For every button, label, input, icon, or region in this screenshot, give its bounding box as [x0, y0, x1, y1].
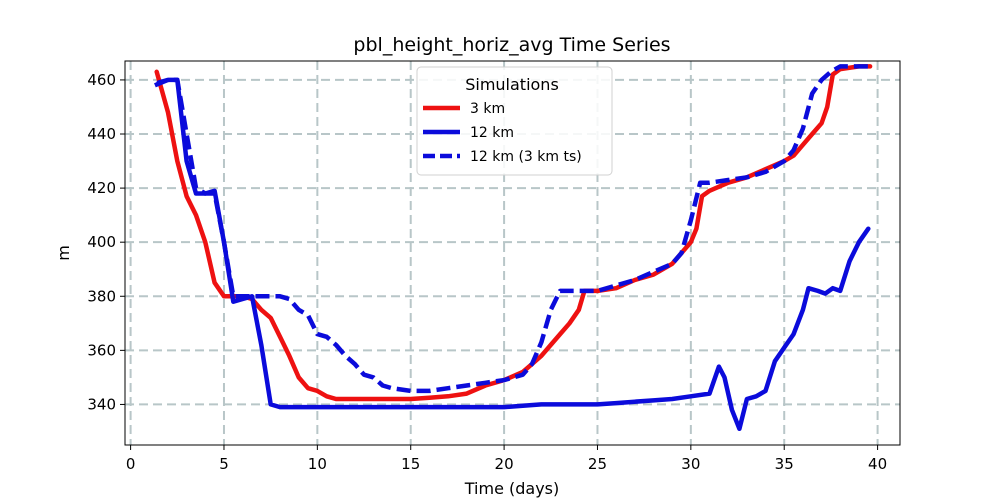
x-tick-label: 10: [308, 455, 327, 473]
y-tick-label: 360: [87, 341, 116, 359]
y-tick-label: 460: [87, 71, 116, 89]
x-tick-label: 15: [401, 455, 420, 473]
x-tick-label: 25: [588, 455, 607, 473]
x-axis-ticks: 0 5 10 15 20 25 30 35 40: [126, 445, 887, 473]
series-lines: [154, 64, 873, 432]
x-tick-label: 20: [495, 455, 514, 473]
y-axis-ticks: 340 360 380 400 420 440 460: [87, 71, 125, 413]
x-tick-label: 35: [775, 455, 794, 473]
x-tick-label: 30: [681, 455, 700, 473]
legend-label-12km: 12 km: [470, 125, 514, 141]
y-tick-label: 340: [87, 395, 116, 413]
x-tick-label: 5: [219, 455, 229, 473]
y-tick-label: 380: [87, 287, 116, 305]
plot-frame: [124, 60, 901, 446]
x-tick-label: 40: [868, 455, 887, 473]
legend-label-12km-3km-ts: 12 km (3 km ts): [470, 149, 582, 165]
y-tick-label: 420: [87, 179, 116, 197]
legend: Simulations 3 km 12 km 12 km (3 km ts): [416, 66, 613, 176]
x-axis-title: Time (days): [464, 479, 560, 498]
y-tick-label: 400: [87, 233, 116, 251]
legend-label-3km: 3 km: [470, 101, 505, 117]
legend-box: [416, 66, 613, 176]
y-tick-label: 440: [87, 125, 116, 143]
series-line-12-km-3-km-ts: [154, 64, 869, 394]
y-axis-title: m: [54, 245, 73, 261]
legend-title: Simulations: [465, 75, 559, 94]
chart-title: pbl_height_horiz_avg Time Series: [353, 34, 670, 56]
x-tick-label: 0: [126, 455, 136, 473]
